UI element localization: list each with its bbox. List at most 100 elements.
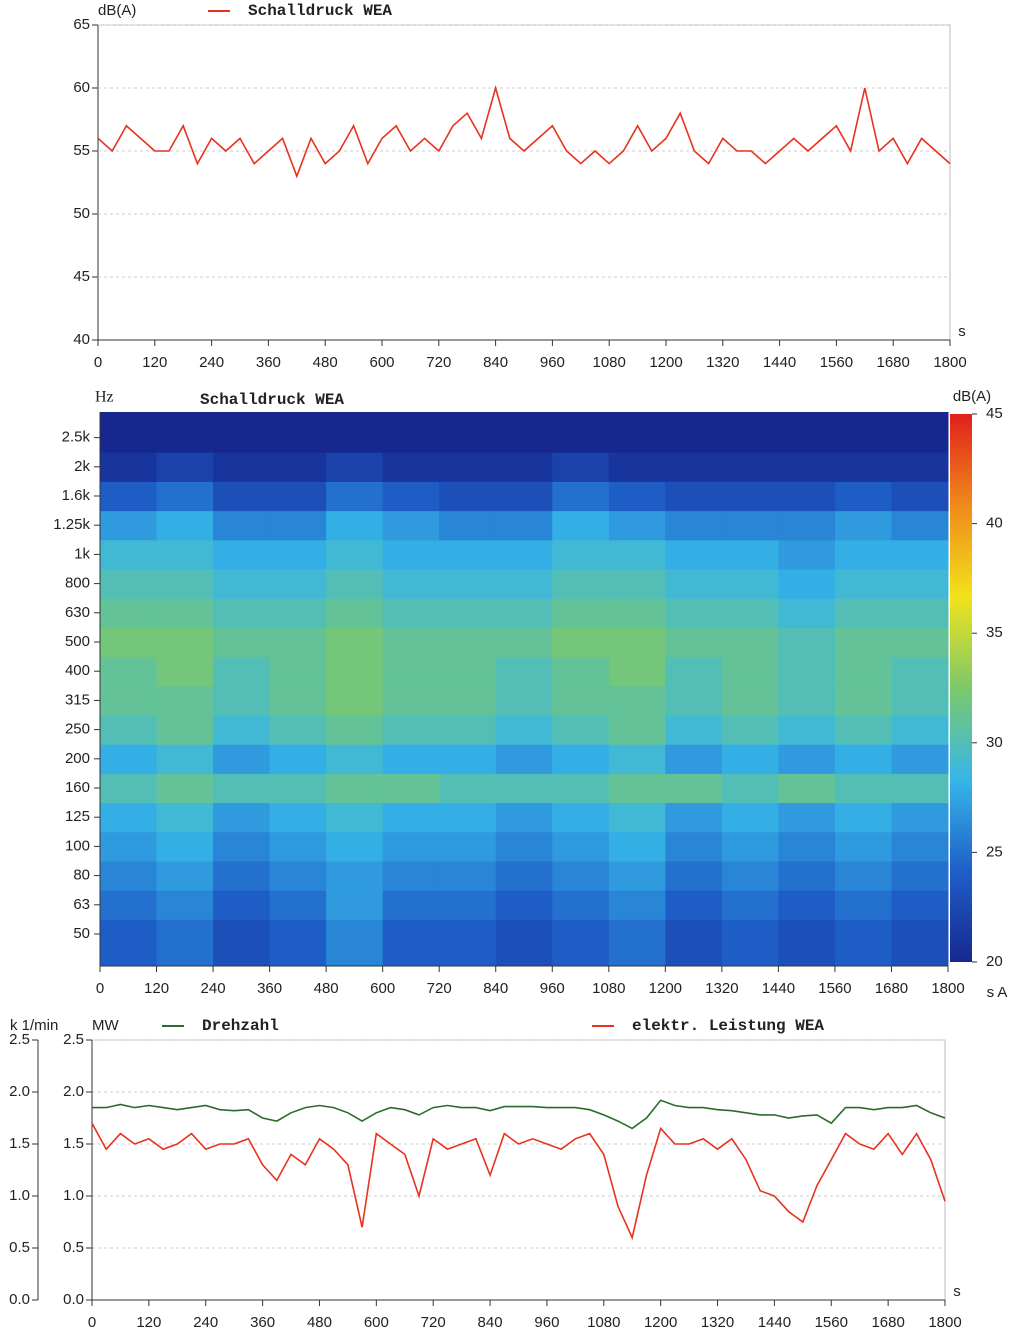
heat-cell xyxy=(608,510,666,541)
x-tick-label: 120 xyxy=(142,354,167,371)
y-tick-label: 1.0 xyxy=(9,1187,30,1204)
heat-cell xyxy=(552,744,610,774)
heat-cell xyxy=(552,412,610,453)
heat-cell xyxy=(100,685,158,716)
heat-cell xyxy=(156,802,214,833)
heat-cell xyxy=(326,773,384,804)
heat-cell xyxy=(269,539,327,570)
heat-cell xyxy=(552,656,610,687)
x-tick-label: 1680 xyxy=(875,980,908,997)
heat-cell xyxy=(778,890,836,920)
heat-cell xyxy=(382,802,440,833)
heat-cell xyxy=(891,831,949,862)
heat-cell xyxy=(326,598,384,628)
x-tick-label: 1200 xyxy=(644,1314,677,1331)
heat-cell xyxy=(495,569,553,599)
heat-cell xyxy=(213,802,271,833)
heat-cell xyxy=(495,744,553,774)
heat-cell xyxy=(834,715,892,745)
heat-cell xyxy=(495,510,553,541)
heat-cell xyxy=(665,861,723,891)
heat-cell xyxy=(495,919,553,967)
heat-cell xyxy=(269,656,327,687)
heat-cell xyxy=(156,481,214,512)
plot-frame xyxy=(91,1039,946,1301)
x-tick-label: 1080 xyxy=(587,1314,620,1331)
heat-cell xyxy=(552,890,610,920)
heat-cell xyxy=(100,890,158,920)
heat-cell xyxy=(439,773,497,804)
heat-cell xyxy=(100,539,158,570)
x-tick-label: 480 xyxy=(307,1314,332,1331)
heat-cell xyxy=(156,510,214,541)
heat-cell xyxy=(778,481,836,512)
heat-cell xyxy=(665,452,723,482)
heat-cell xyxy=(665,598,723,628)
heat-cell xyxy=(552,627,610,658)
heat-cell xyxy=(439,510,497,541)
y2-tick-label: 1.0 xyxy=(63,1187,84,1204)
heat-cell xyxy=(665,802,723,833)
heat-cell xyxy=(382,715,440,745)
heat-cell xyxy=(213,861,271,891)
y-tick-label: 315 xyxy=(65,691,90,708)
heat-cell xyxy=(156,831,214,862)
heat-cell xyxy=(778,627,836,658)
heat-cell xyxy=(326,452,384,482)
x-tick-label: 600 xyxy=(364,1314,389,1331)
heat-cell xyxy=(552,452,610,482)
y-tick-label: 160 xyxy=(65,779,90,796)
x-tick-label: 840 xyxy=(483,354,508,371)
heat-cell xyxy=(439,744,497,774)
heat-cell xyxy=(382,744,440,774)
y-tick-label: 500 xyxy=(65,633,90,650)
heat-cell xyxy=(834,627,892,658)
heat-cell xyxy=(721,773,779,804)
heat-cell xyxy=(382,656,440,687)
x-tick-label: 720 xyxy=(426,354,451,371)
y-tick-label: 80 xyxy=(73,867,90,884)
heat-cell xyxy=(552,919,610,967)
heat-cell xyxy=(778,569,836,599)
heat-cell xyxy=(778,598,836,628)
heat-cell xyxy=(382,890,440,920)
heat-cell xyxy=(269,890,327,920)
x-axis-label: s A xyxy=(987,984,1008,1001)
heat-cell xyxy=(156,685,214,716)
y-tick-label: 250 xyxy=(65,721,90,738)
heat-cell xyxy=(665,831,723,862)
x-tick-label: 960 xyxy=(540,354,565,371)
heat-cell xyxy=(326,685,384,716)
heat-cell xyxy=(382,685,440,716)
heat-cell xyxy=(608,598,666,628)
y-axis-label: k 1/min xyxy=(10,1017,58,1034)
heat-cell xyxy=(439,627,497,658)
heat-cell xyxy=(891,773,949,804)
x-tick-label: 1680 xyxy=(871,1314,904,1331)
heat-cell xyxy=(439,802,497,833)
heat-cell xyxy=(269,627,327,658)
heat-cell xyxy=(834,861,892,891)
heat-cell xyxy=(721,861,779,891)
heat-cell xyxy=(156,569,214,599)
x-tick-label: 1080 xyxy=(593,354,626,371)
heat-cell xyxy=(269,569,327,599)
heat-cell xyxy=(721,452,779,482)
heat-cell xyxy=(269,510,327,541)
heat-cell xyxy=(382,412,440,453)
plot-frame xyxy=(97,24,951,341)
x-axis-label: s xyxy=(953,1283,961,1300)
heat-cell xyxy=(891,481,949,512)
heat-cell xyxy=(213,569,271,599)
heat-cell xyxy=(382,919,440,967)
chart-title: Schalldruck WEA xyxy=(200,391,344,409)
heat-cell xyxy=(213,412,271,453)
x-tick-label: 360 xyxy=(250,1314,275,1331)
heat-cell xyxy=(382,452,440,482)
heat-cell xyxy=(778,802,836,833)
heat-cell xyxy=(213,744,271,774)
heat-cell xyxy=(891,861,949,891)
y2-tick-label: 2.0 xyxy=(63,1083,84,1100)
heat-cell xyxy=(834,890,892,920)
